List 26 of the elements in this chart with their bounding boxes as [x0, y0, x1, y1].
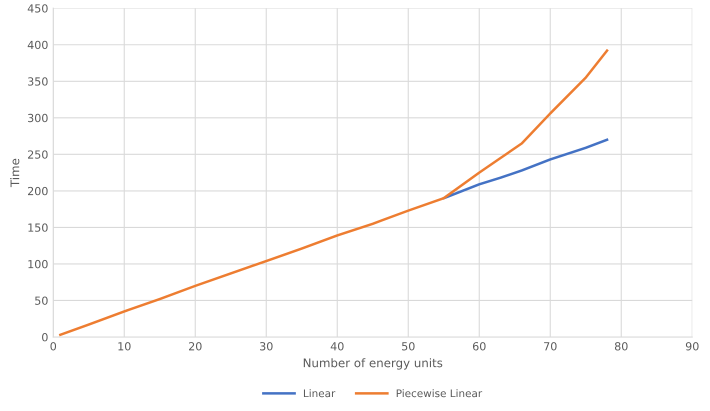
x-tick-label: 50 [402, 342, 415, 350]
x-tick-label: 30 [260, 342, 273, 350]
x-tick-label: 70 [544, 342, 557, 350]
y-tick-label: 400 [28, 40, 48, 50]
x-axis-title: Number of energy units [304, 358, 442, 370]
x-tick-label: 20 [188, 342, 202, 350]
x-tick-label: 40 [330, 342, 344, 350]
line-series [59, 49, 608, 336]
x-tick-label: 80 [614, 342, 628, 350]
y-axis-title: Time [10, 158, 20, 188]
legend-label: Linear [304, 389, 336, 398]
legend-label: Piecewise Linear [396, 389, 482, 398]
y-tick-label: 350 [28, 77, 48, 86]
y-tick-label: 450 [28, 4, 48, 13]
line-series [442, 138, 608, 200]
y-tick-label: 50 [35, 296, 48, 305]
y-tick-label: 100 [28, 260, 48, 268]
y-tick-label: 250 [28, 150, 48, 159]
y-tick-label: 200 [28, 186, 48, 196]
x-tick-label: 0 [50, 342, 56, 350]
y-tick-label: 300 [28, 114, 48, 122]
x-tick-label: 10 [118, 342, 131, 350]
x-tick-label: 60 [472, 342, 486, 350]
y-tick-label: 150 [28, 223, 48, 232]
x-tick-label: 90 [686, 342, 699, 350]
y-tick-label: 0 [42, 332, 48, 342]
